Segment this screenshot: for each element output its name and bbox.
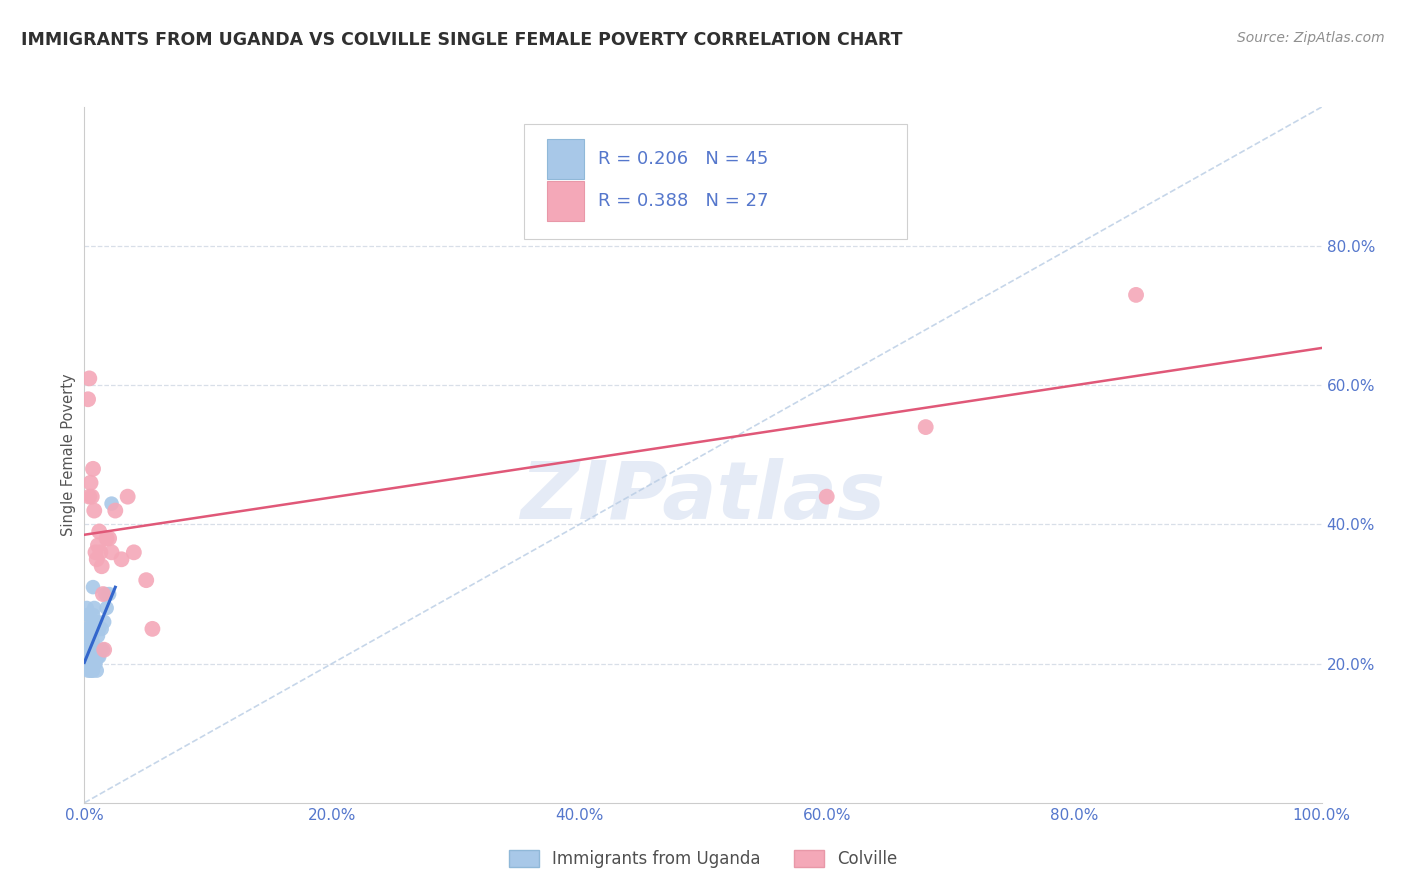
Point: [82, 657, 104, 671]
Point: [83, 657, 105, 671]
Point: [87, 629, 110, 643]
Point: [79, 629, 101, 643]
FancyBboxPatch shape: [547, 181, 585, 221]
Text: R = 0.388   N = 27: R = 0.388 N = 27: [598, 192, 768, 210]
Point: [82, 462, 104, 476]
Point: [83, 642, 105, 657]
Point: [90, 622, 112, 636]
Point: [79, 657, 101, 671]
Point: [77, 392, 100, 407]
Point: [79, 664, 101, 678]
Point: [82, 607, 104, 622]
Point: [84, 649, 107, 664]
FancyBboxPatch shape: [523, 124, 907, 239]
Point: [89, 524, 111, 539]
Text: R = 0.206   N = 45: R = 0.206 N = 45: [598, 150, 768, 169]
Point: [80, 615, 103, 629]
Point: [93, 615, 115, 629]
Point: [79, 371, 101, 385]
Point: [104, 503, 127, 517]
Point: [815, 490, 838, 504]
Point: [135, 573, 157, 587]
Point: [96, 532, 118, 546]
Text: ZIPatlas: ZIPatlas: [520, 458, 886, 536]
Point: [80, 657, 103, 671]
Point: [77, 649, 100, 664]
Point: [82, 649, 104, 664]
Point: [79, 642, 101, 657]
Point: [100, 497, 122, 511]
Point: [141, 622, 163, 636]
Point: [79, 607, 101, 622]
Point: [96, 601, 118, 615]
Point: [79, 622, 101, 636]
Point: [82, 580, 104, 594]
Point: [86, 642, 108, 657]
Point: [77, 607, 100, 622]
Point: [89, 622, 111, 636]
Point: [91, 642, 114, 657]
Point: [87, 649, 110, 664]
Point: [100, 545, 122, 559]
Point: [122, 545, 145, 559]
Point: [86, 552, 108, 566]
Point: [79, 475, 101, 490]
Point: [76, 601, 98, 615]
Point: [80, 642, 103, 657]
Point: [80, 490, 103, 504]
Point: [79, 649, 101, 664]
Point: [84, 545, 107, 559]
Point: [1125, 288, 1147, 302]
Point: [80, 664, 103, 678]
Point: [117, 490, 139, 504]
Point: [79, 490, 101, 504]
Point: [89, 545, 111, 559]
Point: [83, 601, 105, 615]
Text: Source: ZipAtlas.com: Source: ZipAtlas.com: [1237, 31, 1385, 45]
Point: [914, 420, 936, 434]
Point: [91, 587, 114, 601]
Point: [76, 622, 98, 636]
Point: [90, 559, 112, 574]
Point: [80, 629, 103, 643]
Point: [86, 615, 108, 629]
Point: [93, 642, 115, 657]
Y-axis label: Single Female Poverty: Single Female Poverty: [60, 374, 76, 536]
Point: [82, 664, 104, 678]
Point: [83, 503, 105, 517]
Point: [84, 657, 107, 671]
Point: [89, 649, 111, 664]
Point: [79, 636, 101, 650]
Point: [89, 642, 111, 657]
Point: [77, 664, 100, 678]
Point: [87, 538, 110, 552]
FancyBboxPatch shape: [547, 139, 585, 179]
Point: [86, 664, 108, 678]
Text: IMMIGRANTS FROM UGANDA VS COLVILLE SINGLE FEMALE POVERTY CORRELATION CHART: IMMIGRANTS FROM UGANDA VS COLVILLE SINGL…: [21, 31, 903, 49]
Legend: Immigrants from Uganda, Colville: Immigrants from Uganda, Colville: [502, 843, 904, 874]
Point: [98, 532, 121, 546]
Point: [82, 636, 104, 650]
Point: [94, 587, 117, 601]
Point: [110, 552, 132, 566]
Point: [75, 642, 97, 657]
Point: [98, 587, 121, 601]
